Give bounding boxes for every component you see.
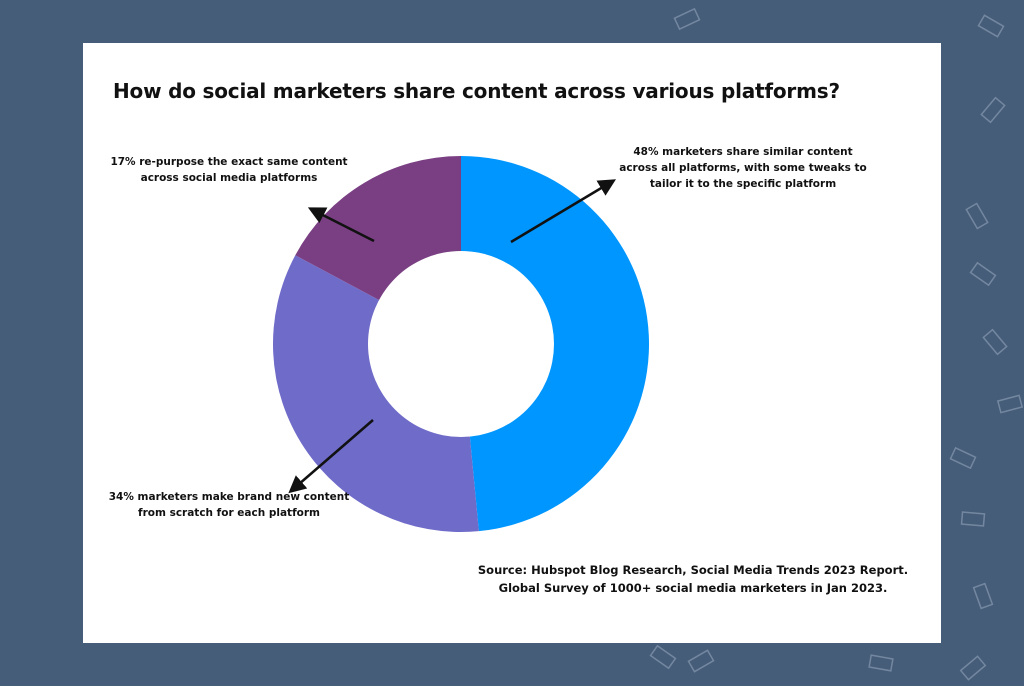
annotation-48-percent: 48% marketers share similar content acro… [619,146,867,190]
arrow-to-48-annotation [510,179,617,244]
slice-similar-content [461,156,649,532]
donut-chart [273,156,649,532]
annotation-17-percent: 17% re-purpose the exact same content ac… [110,156,348,184]
donut-hole [368,251,554,437]
chart-card: How do social marketers share content ac… [83,43,941,643]
chart-title: How do social marketers share content ac… [113,79,840,103]
arrow-to-34-annotation [288,419,374,494]
arrow-to-17-annotation [307,207,375,243]
annotation-34-percent: 34% marketers make brand new content fro… [108,491,350,519]
source-note: Source: Hubspot Blog Research, Social Me… [477,562,909,595]
